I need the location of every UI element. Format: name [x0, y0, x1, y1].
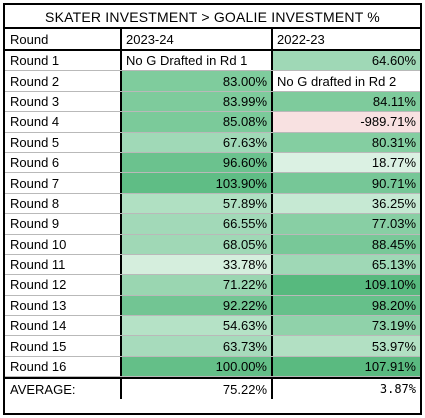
round-cell: Round 10 [5, 234, 122, 254]
investment-table: SKATER INVESTMENT > GOALIE INVESTMENT % … [3, 3, 422, 415]
table-row: Round 6 96.60% 18.77% [5, 152, 420, 174]
value-2023-24-cell: 85.08% [122, 112, 273, 132]
table-row: Round 1 No G Drafted in Rd 1 64.60% [5, 51, 420, 72]
round-cell: Round 12 [5, 275, 122, 295]
value-2022-23-cell: No G drafted in Rd 2 [273, 71, 420, 91]
average-row: AVERAGE: 75.22% 3.87% [5, 377, 420, 400]
table-row: Round 2 83.00% No G drafted in Rd 2 [5, 71, 420, 92]
table-row: Round 7 103.90% 90.71% [5, 173, 420, 194]
table-row: Round 10 68.05% 88.45% [5, 234, 420, 255]
value-2023-24-cell: 63.73% [122, 336, 273, 356]
value-2022-23-cell: 109.10% [273, 275, 420, 295]
value-2022-23-cell: 65.13% [273, 254, 420, 275]
table-grid: Round 2023-24 2022-23 Round 1 No G Drafte… [5, 29, 420, 400]
value-2023-24-cell: 66.55% [122, 214, 273, 234]
round-cell: Round 7 [5, 173, 122, 193]
value-2023-24-cell: 57.89% [122, 193, 273, 214]
value-2023-24-cell: No G Drafted in Rd 1 [122, 51, 273, 71]
round-cell: Round 15 [5, 336, 122, 356]
round-cell: Round 13 [5, 295, 122, 316]
round-cell: Round 1 [5, 51, 122, 71]
value-2022-23-cell: -989.71% [273, 112, 420, 132]
round-cell: Round 16 [5, 356, 122, 377]
round-cell: Round 14 [5, 316, 122, 336]
value-2022-23-cell: 80.31% [273, 132, 420, 152]
table-row: Round 13 92.22% 98.20% [5, 295, 420, 317]
round-cell: Round 5 [5, 132, 122, 152]
round-cell: Round 2 [5, 71, 122, 91]
value-2022-23-cell: 64.60% [273, 51, 420, 71]
value-2022-23-cell: 88.45% [273, 234, 420, 254]
table-row: Round 5 67.63% 80.31% [5, 132, 420, 153]
value-2023-24-cell: 100.00% [122, 356, 273, 377]
value-2022-23-cell: 84.11% [273, 91, 420, 112]
value-2023-24-cell: 96.60% [122, 152, 273, 173]
header-round: Round [5, 29, 122, 49]
table-row: Round 12 71.22% 109.10% [5, 275, 420, 296]
header-2023-24: 2023-24 [122, 29, 273, 49]
round-cell: Round 3 [5, 91, 122, 112]
value-2022-23-cell: 107.91% [273, 356, 420, 377]
value-2023-24-cell: 83.99% [122, 91, 273, 112]
table-row: Round 16 100.00% 107.91% [5, 356, 420, 378]
average-2022-23: 3.87% [379, 382, 416, 397]
table-row: Round 8 57.89% 36.25% [5, 193, 420, 215]
round-cell: Round 4 [5, 112, 122, 132]
value-2022-23-cell: 98.20% [273, 295, 420, 316]
table-row: Round 3 83.99% 84.11% [5, 91, 420, 113]
round-cell: Round 9 [5, 214, 122, 234]
table-row: Round 14 54.63% 73.19% [5, 316, 420, 337]
value-2022-23-cell: 18.77% [273, 152, 420, 173]
table-row: Round 9 66.55% 77.03% [5, 214, 420, 235]
value-2022-23-cell: 53.97% [273, 336, 420, 356]
value-2023-24-cell: 67.63% [122, 132, 273, 152]
header-2022-23: 2022-23 [277, 31, 325, 47]
value-2023-24-cell: 33.78% [122, 254, 273, 275]
value-2023-24-cell: 103.90% [122, 173, 273, 193]
table-row: Round 11 33.78% 65.13% [5, 254, 420, 276]
value-2022-23-cell: 77.03% [273, 214, 420, 234]
value-2022-23-cell: 90.71% [273, 173, 420, 193]
table-row: Round 4 85.08% -989.71% [5, 112, 420, 133]
value-2022-23-cell: 36.25% [273, 193, 420, 214]
round-cell: Round 6 [5, 152, 122, 173]
round-cell: Round 8 [5, 193, 122, 214]
value-2022-23-cell: 73.19% [273, 316, 420, 336]
value-2023-24-cell: 71.22% [122, 275, 273, 295]
value-2023-24-cell: 92.22% [122, 295, 273, 316]
round-cell: Round 11 [5, 254, 122, 275]
table-title: SKATER INVESTMENT > GOALIE INVESTMENT % [5, 5, 420, 29]
table-row: Round 15 63.73% 53.97% [5, 336, 420, 357]
average-label: AVERAGE: [5, 379, 122, 400]
average-2023-24: 75.22% [122, 379, 273, 400]
header-row: Round 2023-24 2022-23 [5, 29, 420, 51]
table-body: Round 1 No G Drafted in Rd 1 64.60% Round 2… [5, 51, 420, 378]
value-2023-24-cell: 54.63% [122, 316, 273, 336]
value-2023-24-cell: 68.05% [122, 234, 273, 254]
value-2023-24-cell: 83.00% [122, 71, 273, 91]
